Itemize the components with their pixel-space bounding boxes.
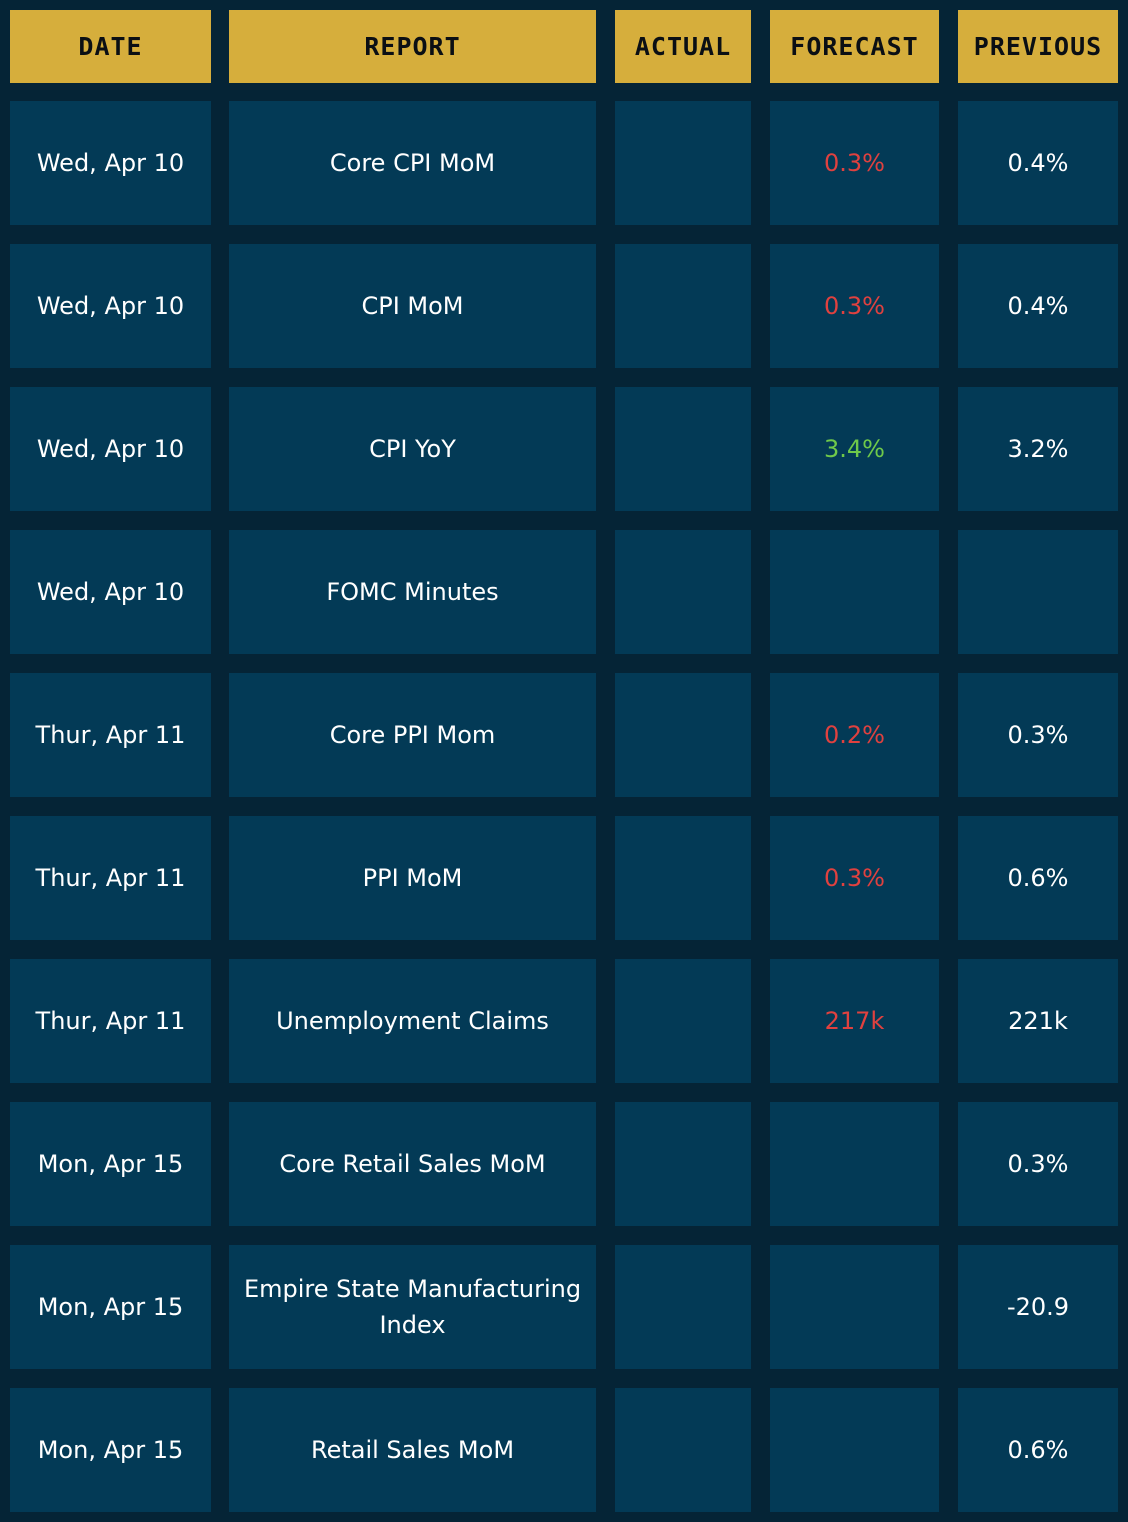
cell-forecast: 0.3% [770, 816, 939, 940]
cell-previous: 0.4% [958, 101, 1118, 225]
cell-date: Wed, Apr 10 [10, 244, 211, 368]
cell-date: Thur, Apr 11 [10, 816, 211, 940]
cell-forecast [770, 1388, 939, 1512]
cell-date: Mon, Apr 15 [10, 1245, 211, 1369]
cell-report: Core PPI Mom [229, 673, 596, 797]
cell-actual [615, 530, 751, 654]
cell-report: PPI MoM [229, 816, 596, 940]
cell-previous: 0.3% [958, 673, 1118, 797]
cell-report: Unemployment Claims [229, 959, 596, 1083]
cell-forecast: 217k [770, 959, 939, 1083]
cell-forecast: 3.4% [770, 387, 939, 511]
cell-forecast: 0.3% [770, 244, 939, 368]
cell-forecast: 0.3% [770, 101, 939, 225]
cell-actual [615, 1245, 751, 1369]
cell-date: Thur, Apr 11 [10, 959, 211, 1083]
header-previous: PREVIOUS [958, 10, 1118, 83]
cell-report: Retail Sales MoM [229, 1388, 596, 1512]
cell-report: Core CPI MoM [229, 101, 596, 225]
header-date: DATE [10, 10, 211, 83]
cell-actual [615, 816, 751, 940]
cell-date: Mon, Apr 15 [10, 1102, 211, 1226]
cell-date: Wed, Apr 10 [10, 387, 211, 511]
header-forecast: FORECAST [770, 10, 939, 83]
cell-forecast [770, 530, 939, 654]
cell-previous: 0.3% [958, 1102, 1118, 1226]
cell-previous [958, 530, 1118, 654]
cell-actual [615, 1102, 751, 1226]
cell-report: CPI YoY [229, 387, 596, 511]
cell-previous: -20.9 [958, 1245, 1118, 1369]
cell-actual [615, 101, 751, 225]
cell-report: Empire State Manufacturing Index [229, 1245, 596, 1369]
cell-report: CPI MoM [229, 244, 596, 368]
cell-previous: 0.6% [958, 1388, 1118, 1512]
header-report: REPORT [229, 10, 596, 83]
cell-forecast [770, 1245, 939, 1369]
cell-actual [615, 1388, 751, 1512]
cell-date: Wed, Apr 10 [10, 530, 211, 654]
cell-previous: 221k [958, 959, 1118, 1083]
cell-actual [615, 244, 751, 368]
cell-date: Wed, Apr 10 [10, 101, 211, 225]
cell-date: Mon, Apr 15 [10, 1388, 211, 1512]
cell-previous: 0.6% [958, 816, 1118, 940]
cell-date: Thur, Apr 11 [10, 673, 211, 797]
cell-report: FOMC Minutes [229, 530, 596, 654]
cell-actual [615, 959, 751, 1083]
cell-report: Core Retail Sales MoM [229, 1102, 596, 1226]
cell-actual [615, 387, 751, 511]
cell-forecast [770, 1102, 939, 1226]
cell-forecast: 0.2% [770, 673, 939, 797]
header-actual: ACTUAL [615, 10, 751, 83]
cell-actual [615, 673, 751, 797]
cell-previous: 0.4% [958, 244, 1118, 368]
cell-previous: 3.2% [958, 387, 1118, 511]
